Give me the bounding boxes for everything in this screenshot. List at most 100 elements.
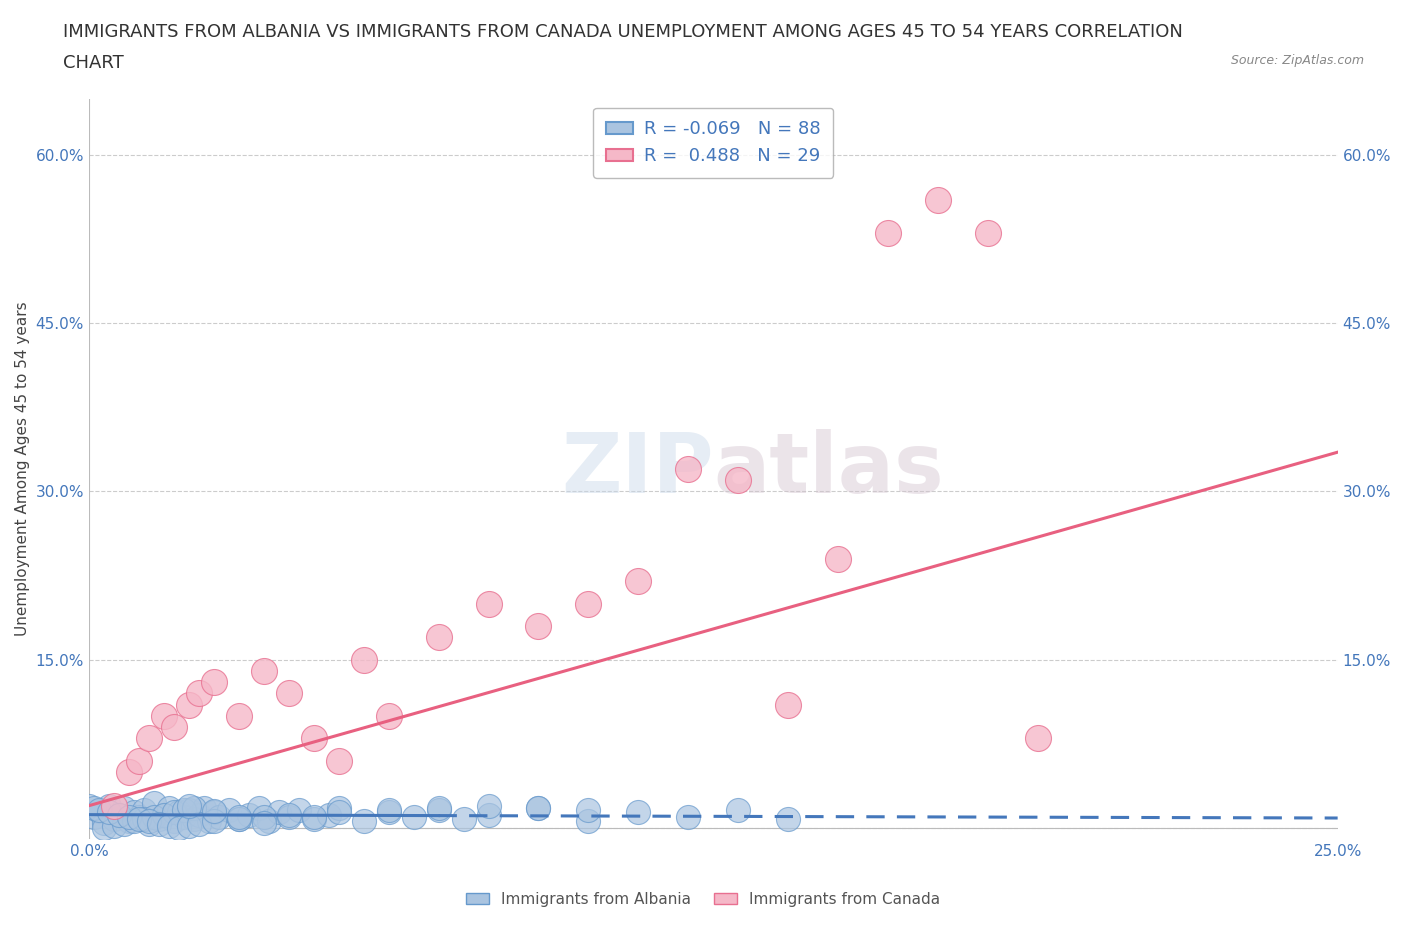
Point xyxy=(138,814,160,829)
Point xyxy=(247,801,270,816)
Point xyxy=(93,815,115,830)
Point xyxy=(778,698,800,712)
Point xyxy=(112,801,135,816)
Legend: R = -0.069   N = 88, R =  0.488   N = 29: R = -0.069 N = 88, R = 0.488 N = 29 xyxy=(593,108,834,178)
Point xyxy=(477,798,499,813)
Point xyxy=(377,803,399,817)
Point xyxy=(253,664,276,679)
Point xyxy=(302,731,325,746)
Point xyxy=(218,803,240,817)
Point xyxy=(153,709,176,724)
Point xyxy=(163,814,186,829)
Point xyxy=(202,675,225,690)
Point xyxy=(576,596,599,611)
Point xyxy=(193,801,215,816)
Point xyxy=(202,814,225,829)
Point xyxy=(228,812,250,827)
Point xyxy=(257,814,280,829)
Point xyxy=(427,801,450,816)
Point xyxy=(1026,731,1049,746)
Point xyxy=(202,805,225,820)
Point xyxy=(97,805,120,820)
Point xyxy=(576,814,599,829)
Point xyxy=(163,720,186,735)
Point xyxy=(183,812,205,827)
Point xyxy=(148,817,170,831)
Point xyxy=(167,805,190,820)
Point xyxy=(238,807,260,822)
Point xyxy=(877,226,900,241)
Point xyxy=(132,803,155,817)
Point xyxy=(93,820,115,835)
Point xyxy=(103,818,125,833)
Point xyxy=(177,798,200,813)
Point xyxy=(727,472,749,487)
Point xyxy=(527,801,550,816)
Point xyxy=(118,814,141,829)
Point xyxy=(128,753,150,768)
Point xyxy=(277,686,299,701)
Text: CHART: CHART xyxy=(63,54,124,72)
Point xyxy=(827,551,849,566)
Point xyxy=(328,805,350,820)
Point xyxy=(118,809,141,824)
Point xyxy=(527,618,550,633)
Point xyxy=(328,801,350,816)
Point xyxy=(132,812,155,827)
Point xyxy=(87,804,110,818)
Point xyxy=(187,817,209,831)
Point xyxy=(253,815,276,830)
Point xyxy=(153,807,176,822)
Point xyxy=(128,809,150,824)
Point xyxy=(302,812,325,827)
Point xyxy=(142,796,165,811)
Text: atlas: atlas xyxy=(713,429,943,510)
Point xyxy=(118,764,141,779)
Point xyxy=(453,812,475,827)
Point xyxy=(122,805,145,820)
Point xyxy=(727,803,749,817)
Point xyxy=(97,798,120,813)
Point xyxy=(183,801,205,816)
Point xyxy=(157,801,180,816)
Point xyxy=(142,809,165,824)
Point xyxy=(103,812,125,827)
Point xyxy=(287,803,309,817)
Point xyxy=(177,803,200,817)
Point xyxy=(122,814,145,829)
Point xyxy=(83,801,105,816)
Text: IMMIGRANTS FROM ALBANIA VS IMMIGRANTS FROM CANADA UNEMPLOYMENT AMONG AGES 45 TO : IMMIGRANTS FROM ALBANIA VS IMMIGRANTS FR… xyxy=(63,23,1182,41)
Point xyxy=(108,807,131,822)
Point xyxy=(173,809,195,824)
Point xyxy=(228,709,250,724)
Point xyxy=(377,805,399,820)
Point xyxy=(302,809,325,824)
Point xyxy=(927,193,949,207)
Point xyxy=(277,807,299,822)
Point xyxy=(112,817,135,831)
Point xyxy=(163,805,186,820)
Point xyxy=(228,812,250,827)
Point xyxy=(253,809,276,824)
Point xyxy=(187,686,209,701)
Point xyxy=(177,818,200,833)
Text: ZIP: ZIP xyxy=(561,429,713,510)
Point xyxy=(87,803,110,817)
Point xyxy=(167,820,190,835)
Point xyxy=(318,807,340,822)
Point xyxy=(678,809,700,824)
Point xyxy=(576,803,599,817)
Point xyxy=(138,731,160,746)
Point xyxy=(377,709,399,724)
Point xyxy=(402,809,425,824)
Point xyxy=(198,814,221,829)
Point xyxy=(153,807,176,822)
Point xyxy=(187,807,209,822)
Point xyxy=(778,812,800,827)
Point xyxy=(277,809,299,824)
Point xyxy=(627,805,650,820)
Point xyxy=(108,807,131,822)
Point xyxy=(527,801,550,816)
Point xyxy=(353,652,375,667)
Point xyxy=(103,798,125,813)
